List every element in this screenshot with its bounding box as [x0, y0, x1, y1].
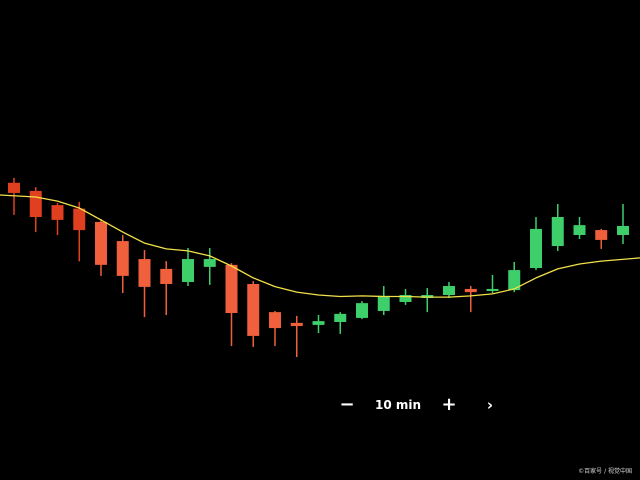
- candle-body-up: [312, 321, 325, 325]
- candle-body-up: [203, 259, 216, 267]
- zoom-out-button[interactable]: −: [336, 392, 358, 418]
- candle-body-down: [29, 190, 42, 218]
- candle-body-down: [73, 208, 86, 231]
- candle-body-up: [377, 295, 390, 311]
- next-button[interactable]: ›: [480, 392, 500, 418]
- minus-icon: −: [339, 394, 355, 415]
- candle-body-down: [247, 284, 260, 336]
- candle-body-down: [225, 264, 238, 313]
- candle-body-up: [399, 295, 412, 302]
- chart-controls: − 10 min + ›: [330, 392, 500, 418]
- candle-body-down: [138, 259, 151, 287]
- candle-body-up: [356, 303, 368, 318]
- moving-average-line: [0, 194, 640, 298]
- candle-body-up: [573, 225, 586, 235]
- candle-body-up: [617, 226, 629, 235]
- candle-body-down: [51, 205, 64, 220]
- plus-icon: +: [441, 394, 457, 415]
- candle-body-down: [269, 312, 281, 329]
- candle-body-down: [595, 230, 608, 240]
- candle-body-down: [160, 268, 173, 284]
- candle-body-up: [551, 217, 564, 247]
- chevron-right-icon: ›: [486, 396, 494, 414]
- candle-body-down: [290, 322, 303, 327]
- candle-body-down: [116, 241, 129, 276]
- candle-body-up: [508, 270, 521, 291]
- candle-body-up: [530, 228, 542, 269]
- candle-body-up: [443, 286, 455, 296]
- zoom-in-button[interactable]: +: [438, 392, 460, 418]
- candle-body-down: [464, 288, 477, 293]
- candle-body-up: [334, 313, 347, 322]
- watermark-text: ©百家号 / 视觉中国: [578, 468, 632, 475]
- candle-body-down: [8, 182, 20, 193]
- candle-body-up: [182, 259, 194, 282]
- candle-body-down: [95, 221, 107, 265]
- candle-body-up: [486, 288, 499, 291]
- interval-label: 10 min: [374, 398, 422, 412]
